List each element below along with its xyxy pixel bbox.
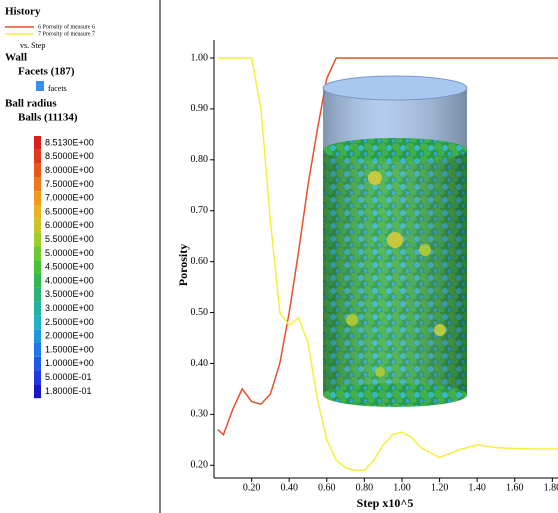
- ball-model: [322, 75, 468, 407]
- scale-swatch: [34, 384, 41, 399]
- x-tick-label: 1.80: [544, 482, 558, 493]
- scale-swatch: [34, 287, 41, 302]
- facets-title: Facets (187): [18, 66, 75, 78]
- legend-subtitle: vs. Step: [20, 41, 45, 50]
- scale-label: 5.5000E+00: [45, 234, 94, 244]
- x-tick-label: 1.00: [393, 482, 411, 493]
- ball: [387, 232, 403, 248]
- y-tick-label: 0.60: [191, 256, 209, 267]
- legend-title: History: [5, 6, 41, 18]
- legend-label: 6 Porosity of measure 6: [38, 23, 95, 30]
- x-tick-label: 1.20: [431, 482, 449, 493]
- scale-label: 3.0000E+00: [45, 303, 94, 313]
- balls-title: Balls (11134): [18, 112, 78, 124]
- scale-swatch: [34, 356, 41, 371]
- scale-label: 3.5000E+00: [45, 289, 94, 299]
- scale-swatch: [34, 329, 41, 343]
- ball: [419, 244, 431, 256]
- cylinder-top: [322, 75, 468, 101]
- sidebar: History 6 Porosity of measure 6 7 Porosi…: [5, 6, 95, 399]
- scale-label: 5.0000E-01: [45, 372, 92, 382]
- y-tick-label: 1.00: [191, 52, 209, 63]
- facets-swatch: [36, 81, 44, 91]
- scale-label: 6.5000E+00: [45, 206, 94, 216]
- scale-swatch: [34, 274, 41, 288]
- scale-swatch: [34, 301, 41, 316]
- x-tick-label: 1.60: [506, 482, 524, 493]
- series-line: [217, 57, 558, 437]
- scale-label: 1.0000E+00: [45, 358, 94, 368]
- scale-swatch: [34, 218, 41, 233]
- x-tick-label: 0.20: [243, 482, 261, 493]
- x-tick-label: 0.80: [356, 482, 374, 493]
- y-axis-label: Porosity: [176, 244, 190, 286]
- plot: 0.20 0.30 0.40 0.50 0.60 0.70 0.80 0.90 1.00 0.20…: [176, 40, 558, 510]
- scale-label: 8.0000E+00: [45, 165, 94, 175]
- y-tick-label: 0.90: [191, 103, 209, 114]
- scale-swatch: [34, 191, 41, 205]
- x-tick-label: 0.40: [280, 482, 298, 493]
- y-tick-label: 0.70: [191, 205, 209, 216]
- series-line: [217, 57, 558, 472]
- cylinder-bottom: [323, 383, 467, 407]
- scale-label: 8.5000E+00: [45, 151, 94, 161]
- ball: [346, 314, 358, 326]
- scale-swatch: [34, 136, 41, 150]
- legend-label: 7 Porosity of measure 7: [38, 30, 95, 37]
- scale-swatch: [34, 315, 41, 330]
- y-tick-label: 0.30: [191, 409, 209, 420]
- scale-swatch: [34, 149, 41, 164]
- x-axis-label: Step x10^5: [357, 496, 414, 510]
- scale-label: 8.5130E+00: [45, 137, 94, 147]
- scale-swatch: [34, 163, 41, 178]
- scale-swatch: [34, 370, 41, 385]
- scale-swatch: [34, 177, 41, 192]
- y-tick-label: 0.40: [191, 358, 209, 369]
- facets-label: facets: [48, 84, 67, 93]
- x-tick-label: 0.60: [318, 482, 336, 493]
- scale-label: 2.5000E+00: [45, 317, 94, 327]
- scale-swatch: [34, 343, 41, 357]
- scale-swatch: [34, 246, 41, 261]
- scale-swatch: [34, 232, 41, 247]
- ball: [368, 171, 382, 185]
- y-tick-label: 0.80: [191, 154, 209, 165]
- y-tick-label: 0.20: [191, 460, 209, 471]
- scale-label: 5.0000E+00: [45, 248, 94, 258]
- scale-label: 7.0000E+00: [45, 193, 94, 203]
- ball-title: Ball radius: [5, 98, 57, 110]
- scale-swatch: [34, 260, 41, 274]
- ball: [375, 367, 385, 377]
- y-tick-label: 0.50: [191, 307, 209, 318]
- scale-label: 1.8000E-01: [45, 386, 92, 396]
- scale-label: 4.5000E+00: [45, 262, 94, 272]
- scale-label: 6.0000E+00: [45, 220, 94, 230]
- wall-title: Wall: [5, 52, 27, 64]
- scale-label: 1.5000E+00: [45, 344, 94, 354]
- ball-surface: [323, 138, 467, 162]
- scale-label: 7.5000E+00: [45, 179, 94, 189]
- scale-swatch: [34, 205, 41, 219]
- scale-label: 4.0000E+00: [45, 275, 94, 285]
- scale-label: 2.0000E+00: [45, 331, 94, 341]
- ball: [434, 324, 446, 336]
- x-tick-label: 1.40: [468, 482, 486, 493]
